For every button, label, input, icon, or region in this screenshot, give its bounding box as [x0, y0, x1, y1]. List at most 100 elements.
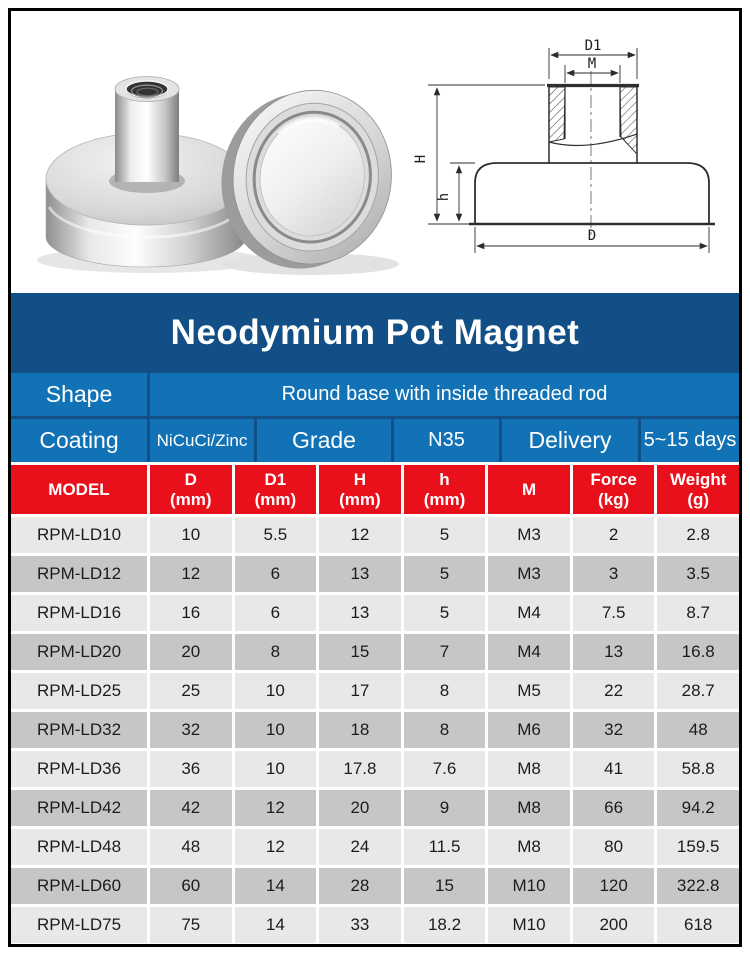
- title-bar: Neodymium Pot Magnet: [11, 293, 739, 373]
- cell-d: 42: [150, 790, 232, 826]
- table-row: RPM-LD32 32 10 18 8 M6 32 48: [11, 712, 739, 748]
- table-header-row: MODEL D (mm) D1 (mm) H (mm) h (mm) M: [11, 465, 739, 514]
- grade-value: N35: [394, 419, 499, 462]
- cell-m: M4: [488, 634, 570, 670]
- cell-h-total: 28: [319, 868, 401, 904]
- table-body: RPM-LD10 10 5.5 12 5 M3 2 2.8 RPM-LD12 1…: [11, 517, 739, 943]
- cell-h-total: 15: [319, 634, 401, 670]
- cell-model: RPM-LD60: [11, 868, 147, 904]
- cell-d: 60: [150, 868, 232, 904]
- cell-h-total: 17.8: [319, 751, 401, 787]
- coating-value: NiCuCi/Zinc: [150, 419, 254, 462]
- cell-d1: 14: [234, 907, 317, 943]
- cell-h-base: 8: [403, 673, 486, 709]
- table-row: RPM-LD60 60 14 28 15 M10 120 322.8: [11, 868, 739, 904]
- table-row: RPM-LD10 10 5.5 12 5 M3 2 2.8: [11, 517, 739, 553]
- cell-d: 16: [150, 595, 232, 631]
- cell-model: RPM-LD25: [11, 673, 147, 709]
- cell-weight: 618: [657, 907, 739, 943]
- cell-h-total: 18: [319, 712, 401, 748]
- cell-weight: 48: [657, 712, 739, 748]
- cell-force: 41: [572, 751, 655, 787]
- magnet-side-view: [45, 76, 247, 268]
- cell-h-base: 7: [403, 634, 486, 670]
- cell-model: RPM-LD42: [11, 790, 147, 826]
- cell-model: RPM-LD48: [11, 829, 147, 865]
- column-label: Weight: [670, 469, 727, 489]
- shape-label: Shape: [11, 373, 147, 416]
- cell-model: RPM-LD32: [11, 712, 147, 748]
- cell-d: 36: [150, 751, 232, 787]
- cell-weight: 58.8: [657, 751, 739, 787]
- column-label: h: [439, 469, 450, 489]
- cell-m: M10: [488, 868, 570, 904]
- column-header-d1: D1 (mm): [234, 465, 317, 514]
- photo-area: D1 M H: [11, 11, 739, 293]
- grade-label: Grade: [257, 419, 391, 462]
- sheet-frame: D1 M H: [8, 8, 742, 947]
- cell-h-base: 11.5: [403, 829, 486, 865]
- cell-model: RPM-LD16: [11, 595, 147, 631]
- cell-m: M5: [488, 673, 570, 709]
- cell-h-base: 15: [403, 868, 486, 904]
- column-label: M: [521, 479, 537, 499]
- table-row: RPM-LD12 12 6 13 5 M3 3 3.5: [11, 556, 739, 592]
- cell-m: M8: [488, 751, 570, 787]
- cell-d1: 10: [234, 751, 317, 787]
- cell-d1: 12: [234, 790, 317, 826]
- cell-d1: 5.5: [234, 517, 317, 553]
- dimension-diagram: D1 M H: [413, 38, 715, 253]
- column-label: H: [353, 469, 367, 489]
- cell-force: 66: [572, 790, 655, 826]
- cell-m: M8: [488, 829, 570, 865]
- cell-force: 22: [572, 673, 655, 709]
- cell-d: 12: [150, 556, 232, 592]
- cell-h-total: 24: [319, 829, 401, 865]
- cell-d: 75: [150, 907, 232, 943]
- cell-d1: 10: [234, 712, 317, 748]
- shape-value: Round base with inside threaded rod: [150, 373, 739, 416]
- table-row: RPM-LD36 36 10 17.8 7.6 M8 41 58.8: [11, 751, 739, 787]
- cell-model: RPM-LD20: [11, 634, 147, 670]
- cell-weight: 2.8: [657, 517, 739, 553]
- column-header-d: D (mm): [150, 465, 232, 514]
- column-unit: (mm): [423, 489, 466, 509]
- cell-h-base: 5: [403, 595, 486, 631]
- diagram-label-d: D: [588, 228, 596, 244]
- cell-force: 120: [572, 868, 655, 904]
- cell-weight: 159.5: [657, 829, 739, 865]
- diagram-label-h-base: h: [436, 193, 452, 201]
- column-label: MODEL: [48, 479, 110, 499]
- diagram-label-h-total: H: [413, 155, 429, 163]
- cell-force: 13: [572, 634, 655, 670]
- dim-d: [474, 227, 710, 253]
- cell-h-total: 17: [319, 673, 401, 709]
- cell-weight: 8.7: [657, 595, 739, 631]
- magnet-face-view: [221, 89, 392, 269]
- cell-d: 32: [150, 712, 232, 748]
- cell-h-base: 7.6: [403, 751, 486, 787]
- diagram-label-d1: D1: [585, 38, 602, 54]
- table-row: RPM-LD42 42 12 20 9 M8 66 94.2: [11, 790, 739, 826]
- dim-d1: [548, 48, 638, 79]
- cell-h-total: 20: [319, 790, 401, 826]
- cell-force: 2: [572, 517, 655, 553]
- cell-h-total: 12: [319, 517, 401, 553]
- cell-force: 32: [572, 712, 655, 748]
- column-label: D1: [264, 469, 287, 489]
- column-unit: (mm): [339, 489, 381, 509]
- cell-h-base: 8: [403, 712, 486, 748]
- cell-m: M8: [488, 790, 570, 826]
- base-outline: [469, 162, 715, 226]
- table-row: RPM-LD20 20 8 15 7 M4 13 16.8: [11, 634, 739, 670]
- column-unit: (kg): [598, 489, 630, 509]
- delivery-label: Delivery: [502, 419, 638, 462]
- dim-h-total: [428, 84, 545, 225]
- boss-outline: [547, 83, 639, 163]
- cell-h-total: 13: [319, 595, 401, 631]
- cell-force: 3: [572, 556, 655, 592]
- column-unit: (mm): [254, 489, 297, 509]
- cell-d: 20: [150, 634, 232, 670]
- column-header-h-total: H (mm): [319, 465, 401, 514]
- cell-m: M6: [488, 712, 570, 748]
